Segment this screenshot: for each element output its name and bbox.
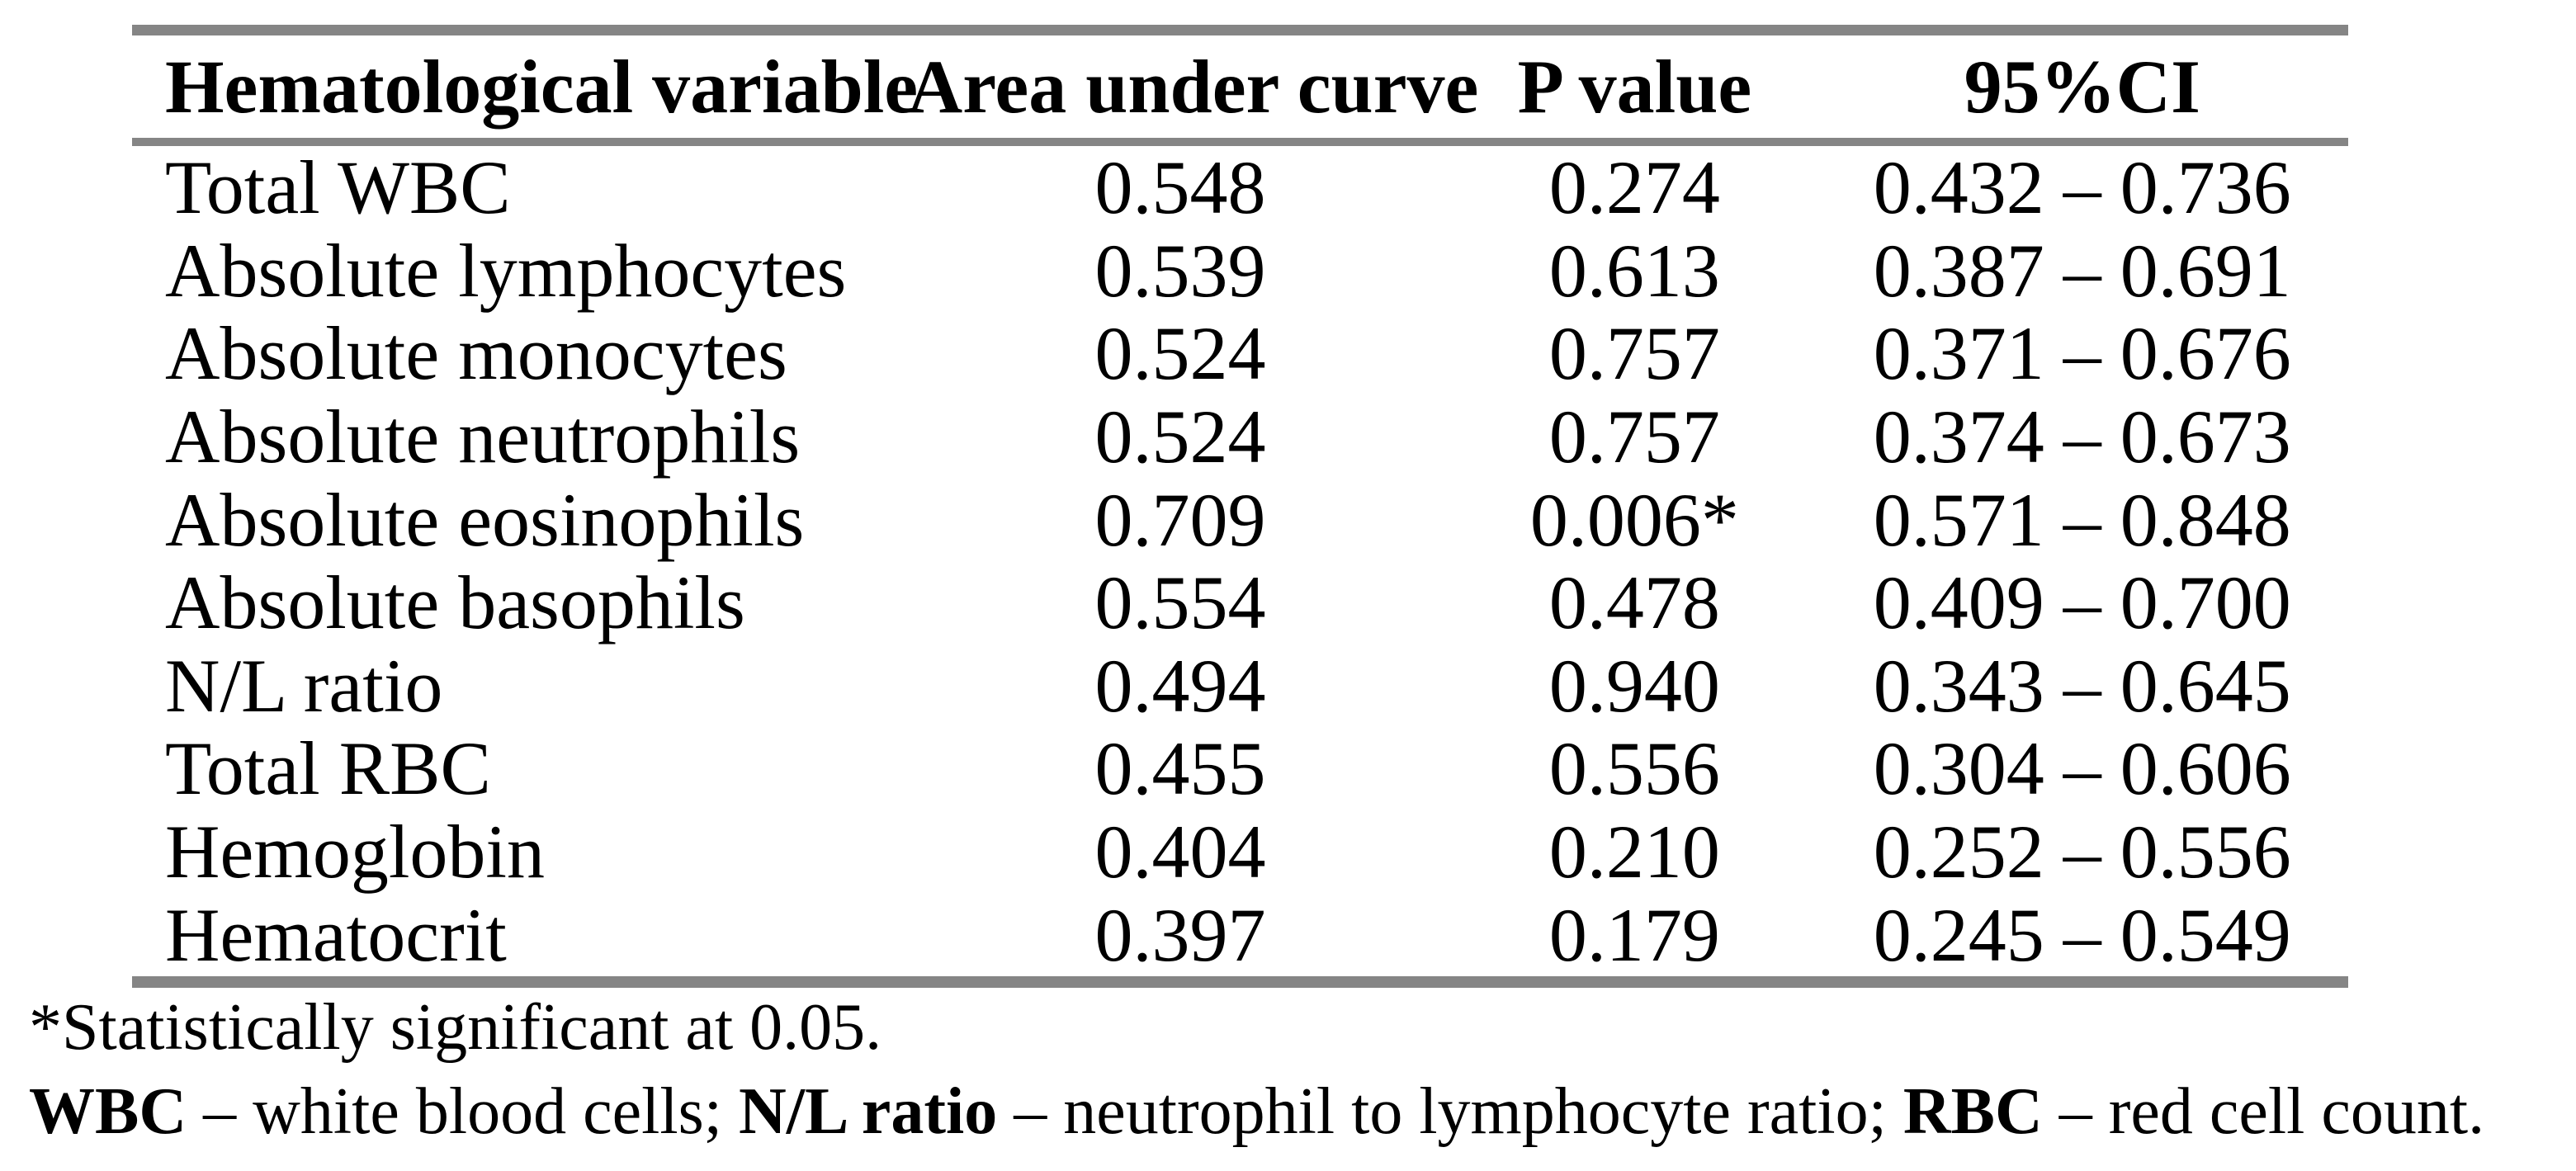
ci-cell: 0.371 – 0.676 <box>1873 311 2291 396</box>
auc-cell: 0.494 <box>1094 643 1266 728</box>
ci-cell: 0.304 – 0.606 <box>1873 726 2291 811</box>
variable-cell: Absolute basophils <box>165 560 745 645</box>
table-body: Total WBC 0.548 0.274 0.432 – 0.736 Absolute… <box>132 146 2348 976</box>
table-row: Hemoglobin 0.404 0.210 0.252 – 0.556 <box>132 810 2348 894</box>
ci-cell: 0.252 – 0.556 <box>1873 810 2291 895</box>
table-row: Hematocrit 0.397 0.179 0.245 – 0.549 <box>132 893 2348 976</box>
ci-cell: 0.387 – 0.691 <box>1873 228 2291 313</box>
auc-cell: 0.539 <box>1094 228 1266 313</box>
p-value-cell: 0.556 <box>1548 726 1720 811</box>
table-header-row: Hematological variable Area under curve … <box>132 35 2348 138</box>
auc-cell: 0.397 <box>1094 892 1266 977</box>
auc-cell: 0.548 <box>1094 145 1266 230</box>
variable-cell: Hemoglobin <box>165 810 545 895</box>
abbreviation-term: RBC <box>1902 1075 2043 1148</box>
p-value-cell: 0.210 <box>1548 810 1720 895</box>
variable-cell: Absolute monocytes <box>165 311 787 396</box>
variable-cell: Total RBC <box>165 726 491 811</box>
table-row: Total RBC 0.455 0.556 0.304 – 0.606 <box>132 727 2348 810</box>
variable-cell: Absolute neutrophils <box>165 394 801 479</box>
abbreviation-definition: – white blood cells; <box>187 1075 739 1148</box>
ci-cell: 0.343 – 0.645 <box>1873 643 2291 728</box>
table-row: Absolute neutrophils 0.524 0.757 0.374 – 0.… <box>132 395 2348 479</box>
header-separator-rule <box>132 138 2348 146</box>
ci-cell: 0.409 – 0.700 <box>1873 560 2291 645</box>
p-value-cell: 0.006* <box>1529 477 1739 562</box>
variable-cell: Absolute lymphocytes <box>165 228 847 313</box>
abbreviations-footnote: WBC – white blood cells; N/L ratio – neu… <box>29 1066 2484 1157</box>
ci-cell: 0.245 – 0.549 <box>1873 892 2291 977</box>
ci-cell: 0.374 – 0.673 <box>1873 394 2291 479</box>
table-row: Absolute basophils 0.554 0.478 0.409 – 0.70… <box>132 561 2348 645</box>
table-bottom-rule <box>132 976 2348 988</box>
roc-analysis-table: Hematological variable Area under curve … <box>132 25 2348 988</box>
p-value-cell: 0.940 <box>1548 643 1720 728</box>
auc-cell: 0.524 <box>1094 394 1266 479</box>
ci-cell: 0.571 – 0.848 <box>1873 477 2291 562</box>
p-value-cell: 0.757 <box>1548 311 1720 396</box>
table-row: N/L ratio 0.494 0.940 0.343 – 0.645 <box>132 645 2348 728</box>
auc-cell: 0.404 <box>1094 810 1266 895</box>
variable-cell: Hematocrit <box>165 892 507 977</box>
col-header-95ci: 95%CI <box>1964 45 2200 129</box>
p-value-cell: 0.274 <box>1548 145 1720 230</box>
variable-cell: Total WBC <box>165 145 511 230</box>
p-value-cell: 0.613 <box>1548 228 1720 313</box>
p-value-cell: 0.478 <box>1548 560 1720 645</box>
table-row: Total WBC 0.548 0.274 0.432 – 0.736 <box>132 146 2348 229</box>
abbreviation-term: WBC <box>29 1075 187 1148</box>
table-row: Absolute lymphocytes 0.539 0.613 0.387 – 0.… <box>132 229 2348 313</box>
ci-cell: 0.432 – 0.736 <box>1873 145 2291 230</box>
abbreviation-term: N/L ratio <box>738 1075 998 1148</box>
col-header-area-under-curve: Area under curve <box>907 45 1479 129</box>
col-header-p-value: P value <box>1517 45 1752 129</box>
abbreviation-definition: – neutrophil to lymphocyte ratio; <box>997 1075 1903 1148</box>
variable-cell: Absolute eosinophils <box>165 477 805 562</box>
variable-cell: N/L ratio <box>165 643 443 728</box>
table-top-rule <box>132 25 2348 35</box>
table-row: Absolute monocytes 0.524 0.757 0.371 – 0.67… <box>132 312 2348 395</box>
auc-cell: 0.455 <box>1094 726 1266 811</box>
abbreviation-definition: – red cell count. <box>2042 1075 2485 1148</box>
col-header-hematological-variable: Hematological variable <box>165 45 919 129</box>
auc-cell: 0.709 <box>1094 477 1266 562</box>
p-value-cell: 0.179 <box>1548 892 1720 977</box>
auc-cell: 0.524 <box>1094 311 1266 396</box>
table-row: Absolute eosinophils 0.709 0.006* 0.571 – 0… <box>132 478 2348 561</box>
auc-cell: 0.554 <box>1094 560 1266 645</box>
p-value-cell: 0.757 <box>1548 394 1720 479</box>
significance-footnote: *Statistically significant at 0.05. <box>29 991 882 1064</box>
